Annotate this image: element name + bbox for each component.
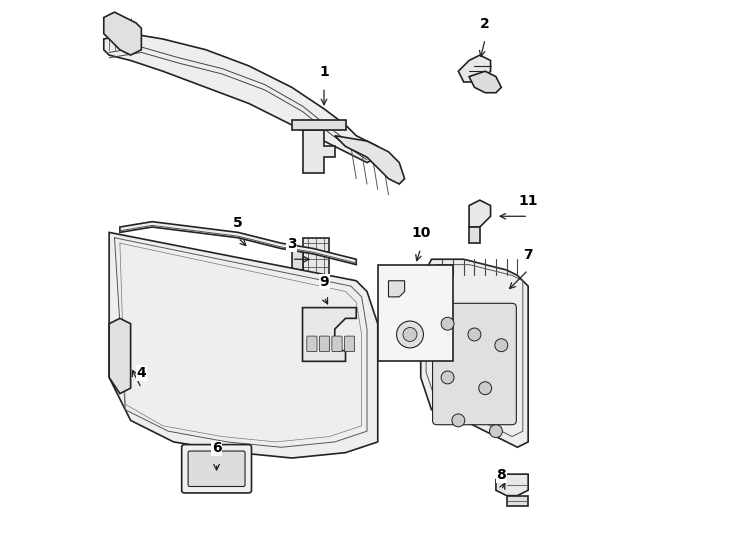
Polygon shape: [302, 130, 335, 173]
Polygon shape: [506, 496, 528, 507]
Text: 2: 2: [480, 17, 490, 31]
Polygon shape: [292, 119, 346, 130]
Polygon shape: [496, 474, 528, 496]
Circle shape: [403, 327, 417, 341]
FancyBboxPatch shape: [332, 336, 342, 352]
Circle shape: [468, 328, 481, 341]
Polygon shape: [335, 136, 404, 184]
Circle shape: [441, 371, 454, 384]
Polygon shape: [458, 55, 490, 82]
Polygon shape: [103, 12, 142, 55]
Text: 11: 11: [518, 194, 538, 208]
Text: 6: 6: [212, 441, 222, 455]
FancyBboxPatch shape: [188, 451, 245, 487]
Circle shape: [396, 321, 424, 348]
Polygon shape: [469, 71, 501, 93]
Text: 8: 8: [496, 468, 506, 482]
FancyBboxPatch shape: [344, 336, 355, 352]
Polygon shape: [421, 259, 528, 447]
Polygon shape: [469, 200, 490, 227]
Polygon shape: [292, 248, 302, 270]
Text: 7: 7: [523, 248, 533, 262]
Circle shape: [452, 414, 465, 427]
Polygon shape: [469, 227, 480, 243]
Polygon shape: [302, 308, 356, 361]
Text: 5: 5: [233, 215, 243, 230]
Circle shape: [490, 425, 502, 437]
Text: 3: 3: [287, 237, 297, 251]
FancyBboxPatch shape: [307, 336, 317, 352]
Circle shape: [495, 339, 508, 352]
Polygon shape: [302, 238, 330, 281]
Polygon shape: [109, 232, 378, 458]
Polygon shape: [120, 221, 356, 265]
FancyBboxPatch shape: [181, 444, 252, 493]
Text: 9: 9: [319, 275, 329, 289]
Circle shape: [441, 318, 454, 330]
FancyBboxPatch shape: [432, 303, 516, 425]
Text: 4: 4: [137, 366, 146, 380]
FancyBboxPatch shape: [319, 336, 330, 352]
Text: 1: 1: [319, 65, 329, 79]
Polygon shape: [388, 281, 404, 297]
Circle shape: [479, 382, 492, 395]
Polygon shape: [109, 319, 131, 394]
Text: 10: 10: [411, 226, 430, 240]
Polygon shape: [103, 33, 378, 163]
FancyBboxPatch shape: [378, 265, 453, 361]
